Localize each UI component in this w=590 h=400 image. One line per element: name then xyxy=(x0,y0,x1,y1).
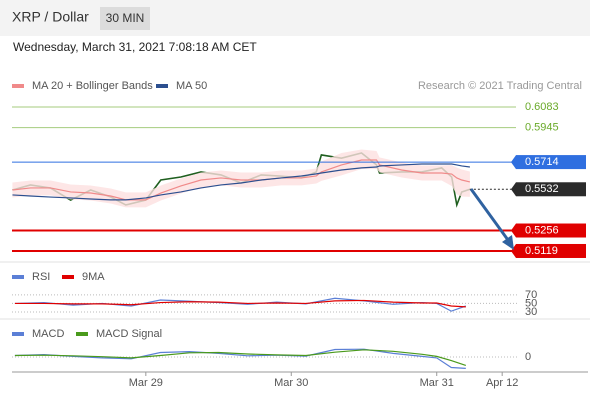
level-label-box xyxy=(516,223,586,238)
timeframe-label[interactable]: 30 MIN xyxy=(106,11,145,25)
level-label-box xyxy=(516,155,586,170)
x-tick-label: Mar 31 xyxy=(420,377,454,389)
copyright: Research © 2021 Trading Central xyxy=(418,80,582,92)
level-label: 0.6083 xyxy=(525,101,559,113)
level-label-box xyxy=(516,243,586,258)
indicator-line xyxy=(14,297,467,312)
level-label-tip xyxy=(511,155,516,170)
indicator-line xyxy=(12,163,470,201)
level-label: 0.5119 xyxy=(525,245,558,257)
charts: Research © 2021 Trading Central MA 20 + B… xyxy=(12,80,586,389)
legend-label: RSI xyxy=(32,271,50,283)
legend-swatch xyxy=(62,275,74,279)
timestamp: Wednesday, March 31, 2021 7:08:18 AM CET xyxy=(13,40,257,54)
x-tick-label: Mar 29 xyxy=(129,377,163,389)
level-label-tip xyxy=(511,182,516,197)
y-tick-label: 30 xyxy=(525,306,537,318)
legend-label: MACD xyxy=(32,328,64,340)
y-tick-label: 70 xyxy=(525,289,537,301)
legend-label: MA 50 xyxy=(176,80,207,92)
level-label-tip xyxy=(511,223,516,238)
header-bar xyxy=(0,0,590,36)
level-label: 0.5714 xyxy=(525,156,559,168)
instrument-title: XRP / Dollar xyxy=(12,9,89,25)
level-label-box xyxy=(516,182,586,197)
forecast-arrow xyxy=(469,188,510,241)
legend-swatch xyxy=(76,332,88,336)
legend-label: MACD Signal xyxy=(96,328,162,340)
bollinger-band xyxy=(12,149,470,208)
indicator-line xyxy=(14,348,466,369)
level-label: 0.5945 xyxy=(525,121,559,133)
legend-label: MA 20 + Bollinger Bands xyxy=(32,80,153,92)
legend-label: 9MA xyxy=(82,271,105,283)
y-tick-label: 50 xyxy=(525,297,537,309)
timeframe-badge[interactable] xyxy=(100,7,150,30)
y-tick-label: 0 xyxy=(525,351,531,363)
forecast-arrowhead xyxy=(502,235,514,250)
level-label: 0.5532 xyxy=(525,183,559,195)
level-label: 0.5256 xyxy=(525,224,559,236)
legend-swatch xyxy=(12,84,24,88)
level-label-tip xyxy=(511,243,516,258)
indicator-line xyxy=(14,299,466,308)
legend-swatch xyxy=(12,332,24,336)
legend-swatch xyxy=(12,275,24,279)
legend-swatch xyxy=(156,84,168,88)
x-tick-label: Mar 30 xyxy=(274,377,308,389)
x-tick-label: Apr 12 xyxy=(486,377,518,389)
indicator-line xyxy=(14,349,467,366)
